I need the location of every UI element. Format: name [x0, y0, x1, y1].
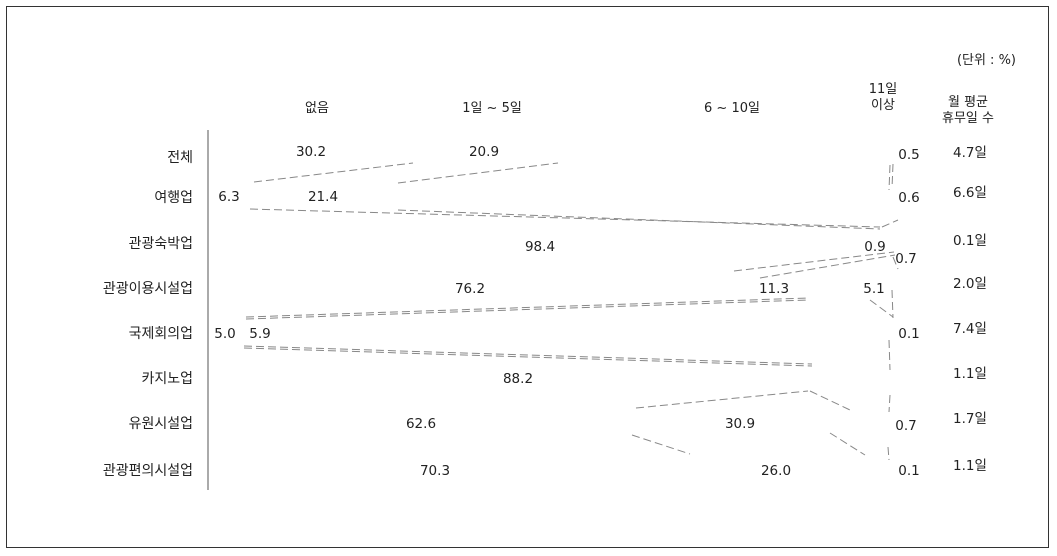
value-label-4-8: 0.1	[898, 463, 919, 479]
dashed-connector-1	[253, 162, 414, 183]
dashed-connector-8	[892, 256, 899, 270]
value-label-4-5: 0.1	[898, 326, 919, 342]
value-label-1-5: 5.0	[214, 326, 235, 342]
dashed-connector-15	[809, 390, 851, 411]
dashed-connector-22	[887, 446, 890, 461]
value-label-1-2: 6.3	[218, 189, 239, 205]
value-label-1-4: 76.2	[455, 281, 485, 297]
dashed-connector-19	[891, 163, 894, 189]
dashed-connector-10	[245, 299, 809, 320]
category-label-3: 관광숙박업	[129, 236, 193, 252]
extra-value-label-1: 0.7	[895, 251, 916, 267]
column-header-1: 없음	[305, 101, 329, 116]
column-header-4: 11일 이상	[869, 82, 898, 113]
value-label-4-4: 5.1	[863, 281, 884, 297]
value-label-4-2: 0.6	[898, 190, 919, 206]
column-header-2: 1일 ~ 5일	[462, 101, 522, 116]
average-label-2: 6.6일	[953, 185, 987, 201]
dashed-connector-9	[245, 297, 809, 318]
dashed-connector-16	[631, 434, 691, 455]
average-label-7: 1.7일	[953, 411, 987, 427]
average-label-4: 2.0일	[953, 276, 987, 292]
category-label-8: 관광편의시설업	[103, 463, 193, 479]
category-label-2: 여행업	[154, 190, 193, 206]
value-label-1-1: 30.2	[296, 144, 326, 160]
value-label-4-3: 0.9	[864, 239, 885, 255]
dashed-connector-20	[888, 339, 891, 371]
value-label-2-8: 26.0	[761, 463, 791, 479]
average-label-5: 7.4일	[953, 321, 987, 337]
dashed-connector-11	[869, 299, 894, 318]
category-label-1: 전체	[167, 150, 193, 166]
average-label-6: 1.1일	[953, 366, 987, 382]
category-label-4: 관광이용시설업	[103, 281, 193, 297]
value-label-2-1: 20.9	[469, 144, 499, 160]
value-label-1-3: 98.4	[525, 239, 555, 255]
value-label-4-1: 0.5	[898, 147, 919, 163]
value-label-1-6: 88.2	[503, 371, 533, 387]
category-label-6: 카지노업	[141, 371, 193, 387]
dashed-connector-2	[397, 162, 559, 184]
category-label-7: 유원시설업	[129, 416, 193, 432]
value-label-2-4: 11.3	[759, 281, 789, 297]
dashed-connector-14	[635, 390, 809, 409]
dashed-connector-7	[759, 254, 896, 279]
dashed-connector-3	[249, 208, 881, 228]
dashed-connector-18	[888, 164, 891, 191]
dashed-connector-6	[733, 251, 895, 272]
category-label-5: 국제회의업	[129, 326, 193, 342]
dashed-connector-23	[891, 289, 894, 319]
column-header-3: 6 ~ 10일	[704, 101, 760, 116]
dashed-connector-4	[397, 209, 881, 230]
unit-note: (단위 : %)	[957, 53, 1016, 68]
value-label-2-2: 21.4	[308, 189, 338, 205]
dashed-connector-12	[243, 345, 813, 365]
column-header-5: 월 평균 휴무일 수	[942, 95, 994, 126]
average-label-3: 0.1일	[953, 233, 987, 249]
dashed-connector-5	[881, 219, 899, 228]
dashed-connector-21	[888, 394, 891, 413]
value-label-1-7: 62.6	[406, 416, 436, 432]
value-label-2-5: 5.9	[249, 326, 270, 342]
value-label-1-8: 70.3	[420, 463, 450, 479]
average-label-8: 1.1일	[953, 458, 987, 474]
value-label-2-7: 30.9	[725, 416, 755, 432]
average-label-1: 4.7일	[953, 145, 987, 161]
value-label-4-7: 0.7	[895, 418, 916, 434]
chart-frame	[6, 6, 1049, 548]
dashed-connector-13	[243, 347, 813, 367]
dashed-connector-17	[829, 432, 866, 456]
